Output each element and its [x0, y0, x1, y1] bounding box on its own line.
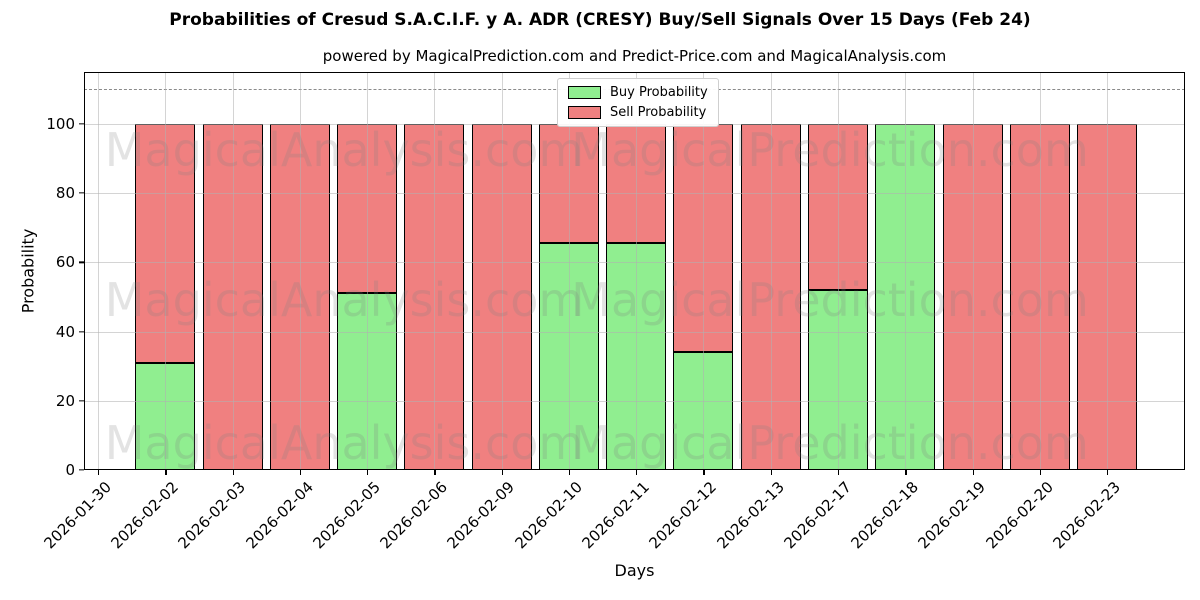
x-tick-label: 2026-02-06	[376, 478, 452, 553]
bar-segment-sell	[1077, 123, 1138, 470]
x-tick-mark	[434, 470, 436, 475]
x-tick-label: 2026-02-09	[443, 478, 519, 553]
x-tick-label: 2026-02-17	[780, 478, 855, 553]
bar-segment-sell	[942, 123, 1003, 470]
bar-segment-sell	[1009, 123, 1070, 470]
legend: Buy Probability Sell Probability	[557, 78, 719, 127]
bar-segment-buy	[337, 293, 398, 470]
chart-title: Probabilities of Cresud S.A.C.I.F. y A. …	[169, 10, 1031, 30]
sell-swatch-icon	[568, 106, 601, 119]
bar-segment-sell	[202, 123, 263, 470]
y-tick-mark	[79, 469, 84, 471]
bar-segment-sell	[337, 123, 398, 294]
x-tick-label: 2026-01-30	[40, 478, 115, 553]
x-tick-mark	[367, 470, 369, 475]
bar-segment-buy	[807, 290, 868, 470]
bar-segment-buy	[538, 243, 599, 470]
y-tick-label: 60	[55, 253, 75, 272]
y-axis-label: Probability	[18, 228, 38, 314]
x-tick-label: 2026-02-10	[511, 478, 586, 553]
x-tick-mark	[501, 470, 503, 475]
x-tick-mark	[98, 470, 100, 475]
y-tick-mark	[79, 192, 84, 194]
bar-segment-sell	[538, 123, 599, 244]
bar-segment-buy	[673, 352, 734, 470]
y-tick-label: 40	[55, 322, 75, 341]
y-tick-mark	[79, 400, 84, 402]
bar-segment-buy	[135, 362, 196, 470]
x-tick-label: 2026-02-19	[914, 478, 990, 553]
x-tick-label: 2026-02-05	[309, 478, 384, 553]
gridline-vertical	[98, 72, 99, 470]
bar-segment-sell	[135, 123, 196, 363]
y-tick-label: 20	[55, 391, 75, 410]
y-tick-mark	[79, 261, 84, 263]
x-tick-label: 2026-02-11	[578, 478, 653, 553]
legend-label-sell: Sell Probability	[610, 105, 707, 120]
x-tick-mark	[636, 470, 638, 475]
legend-label-buy: Buy Probability	[610, 85, 708, 100]
x-tick-mark	[837, 470, 840, 475]
bar-segment-sell	[404, 123, 465, 470]
x-tick-label: 2026-02-23	[1049, 478, 1124, 553]
bar-segment-buy	[875, 123, 936, 470]
x-tick-mark	[972, 470, 974, 475]
x-tick-mark	[165, 470, 167, 475]
x-tick-label: 2026-02-03	[174, 478, 250, 553]
x-tick-mark	[770, 470, 772, 475]
x-tick-label: 2026-02-13	[713, 478, 788, 553]
x-axis-label: Days	[614, 561, 655, 580]
bar-segment-sell	[807, 123, 868, 291]
x-tick-label: 2026-02-12	[645, 478, 721, 553]
x-tick-mark	[905, 470, 907, 475]
x-tick-label: 2026-02-04	[242, 478, 317, 553]
bar-segment-sell	[471, 123, 532, 470]
legend-item-buy: Buy Probability	[568, 85, 708, 100]
x-tick-mark	[703, 470, 705, 475]
x-tick-mark	[1107, 470, 1109, 475]
chart-subtitle: powered by MagicalPrediction.com and Pre…	[322, 47, 947, 65]
x-tick-mark	[568, 470, 571, 475]
x-tick-label: 2026-02-02	[107, 478, 183, 553]
bar-segment-sell	[606, 123, 667, 244]
bar-segment-sell	[740, 123, 801, 470]
y-tick-label: 0	[65, 461, 75, 479]
x-tick-label: 2026-02-18	[847, 478, 922, 553]
x-tick-mark	[299, 470, 302, 475]
y-tick-label: 100	[46, 114, 75, 133]
bar-segment-buy	[606, 243, 667, 470]
y-tick-mark	[79, 330, 84, 333]
x-tick-mark	[1039, 470, 1042, 475]
bar-segment-sell	[269, 123, 330, 470]
y-tick-mark	[79, 123, 84, 125]
y-tick-label: 80	[55, 184, 75, 203]
legend-item-sell: Sell Probability	[568, 105, 708, 120]
plot-area: Buy Probability Sell Probability 0 20 40 60…	[40, 72, 1185, 552]
x-tick-mark	[232, 470, 234, 475]
buy-swatch-icon	[568, 86, 601, 99]
x-tick-label: 2026-02-20	[982, 478, 1057, 553]
bar-segment-sell	[673, 123, 734, 353]
